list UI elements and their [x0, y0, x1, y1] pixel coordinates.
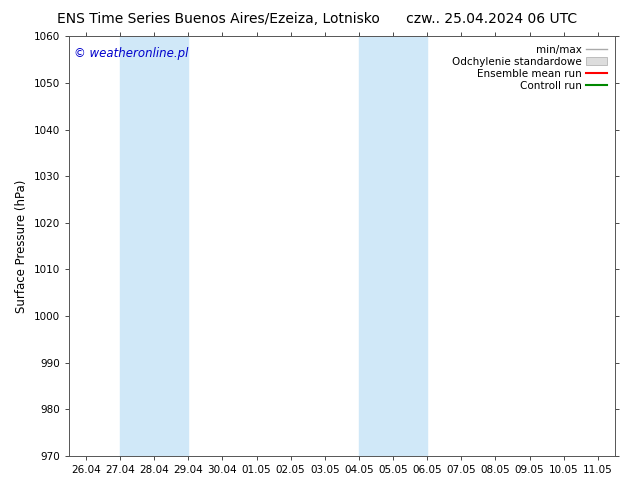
Text: ENS Time Series Buenos Aires/Ezeiza, Lotnisko      czw.. 25.04.2024 06 UTC: ENS Time Series Buenos Aires/Ezeiza, Lot…: [57, 12, 577, 26]
Text: © weatheronline.pl: © weatheronline.pl: [74, 47, 189, 60]
Legend: min/max, Odchylenie standardowe, Ensemble mean run, Controll run: min/max, Odchylenie standardowe, Ensembl…: [449, 42, 610, 94]
Y-axis label: Surface Pressure (hPa): Surface Pressure (hPa): [15, 179, 28, 313]
Bar: [359, 36, 427, 456]
Bar: [120, 36, 188, 456]
